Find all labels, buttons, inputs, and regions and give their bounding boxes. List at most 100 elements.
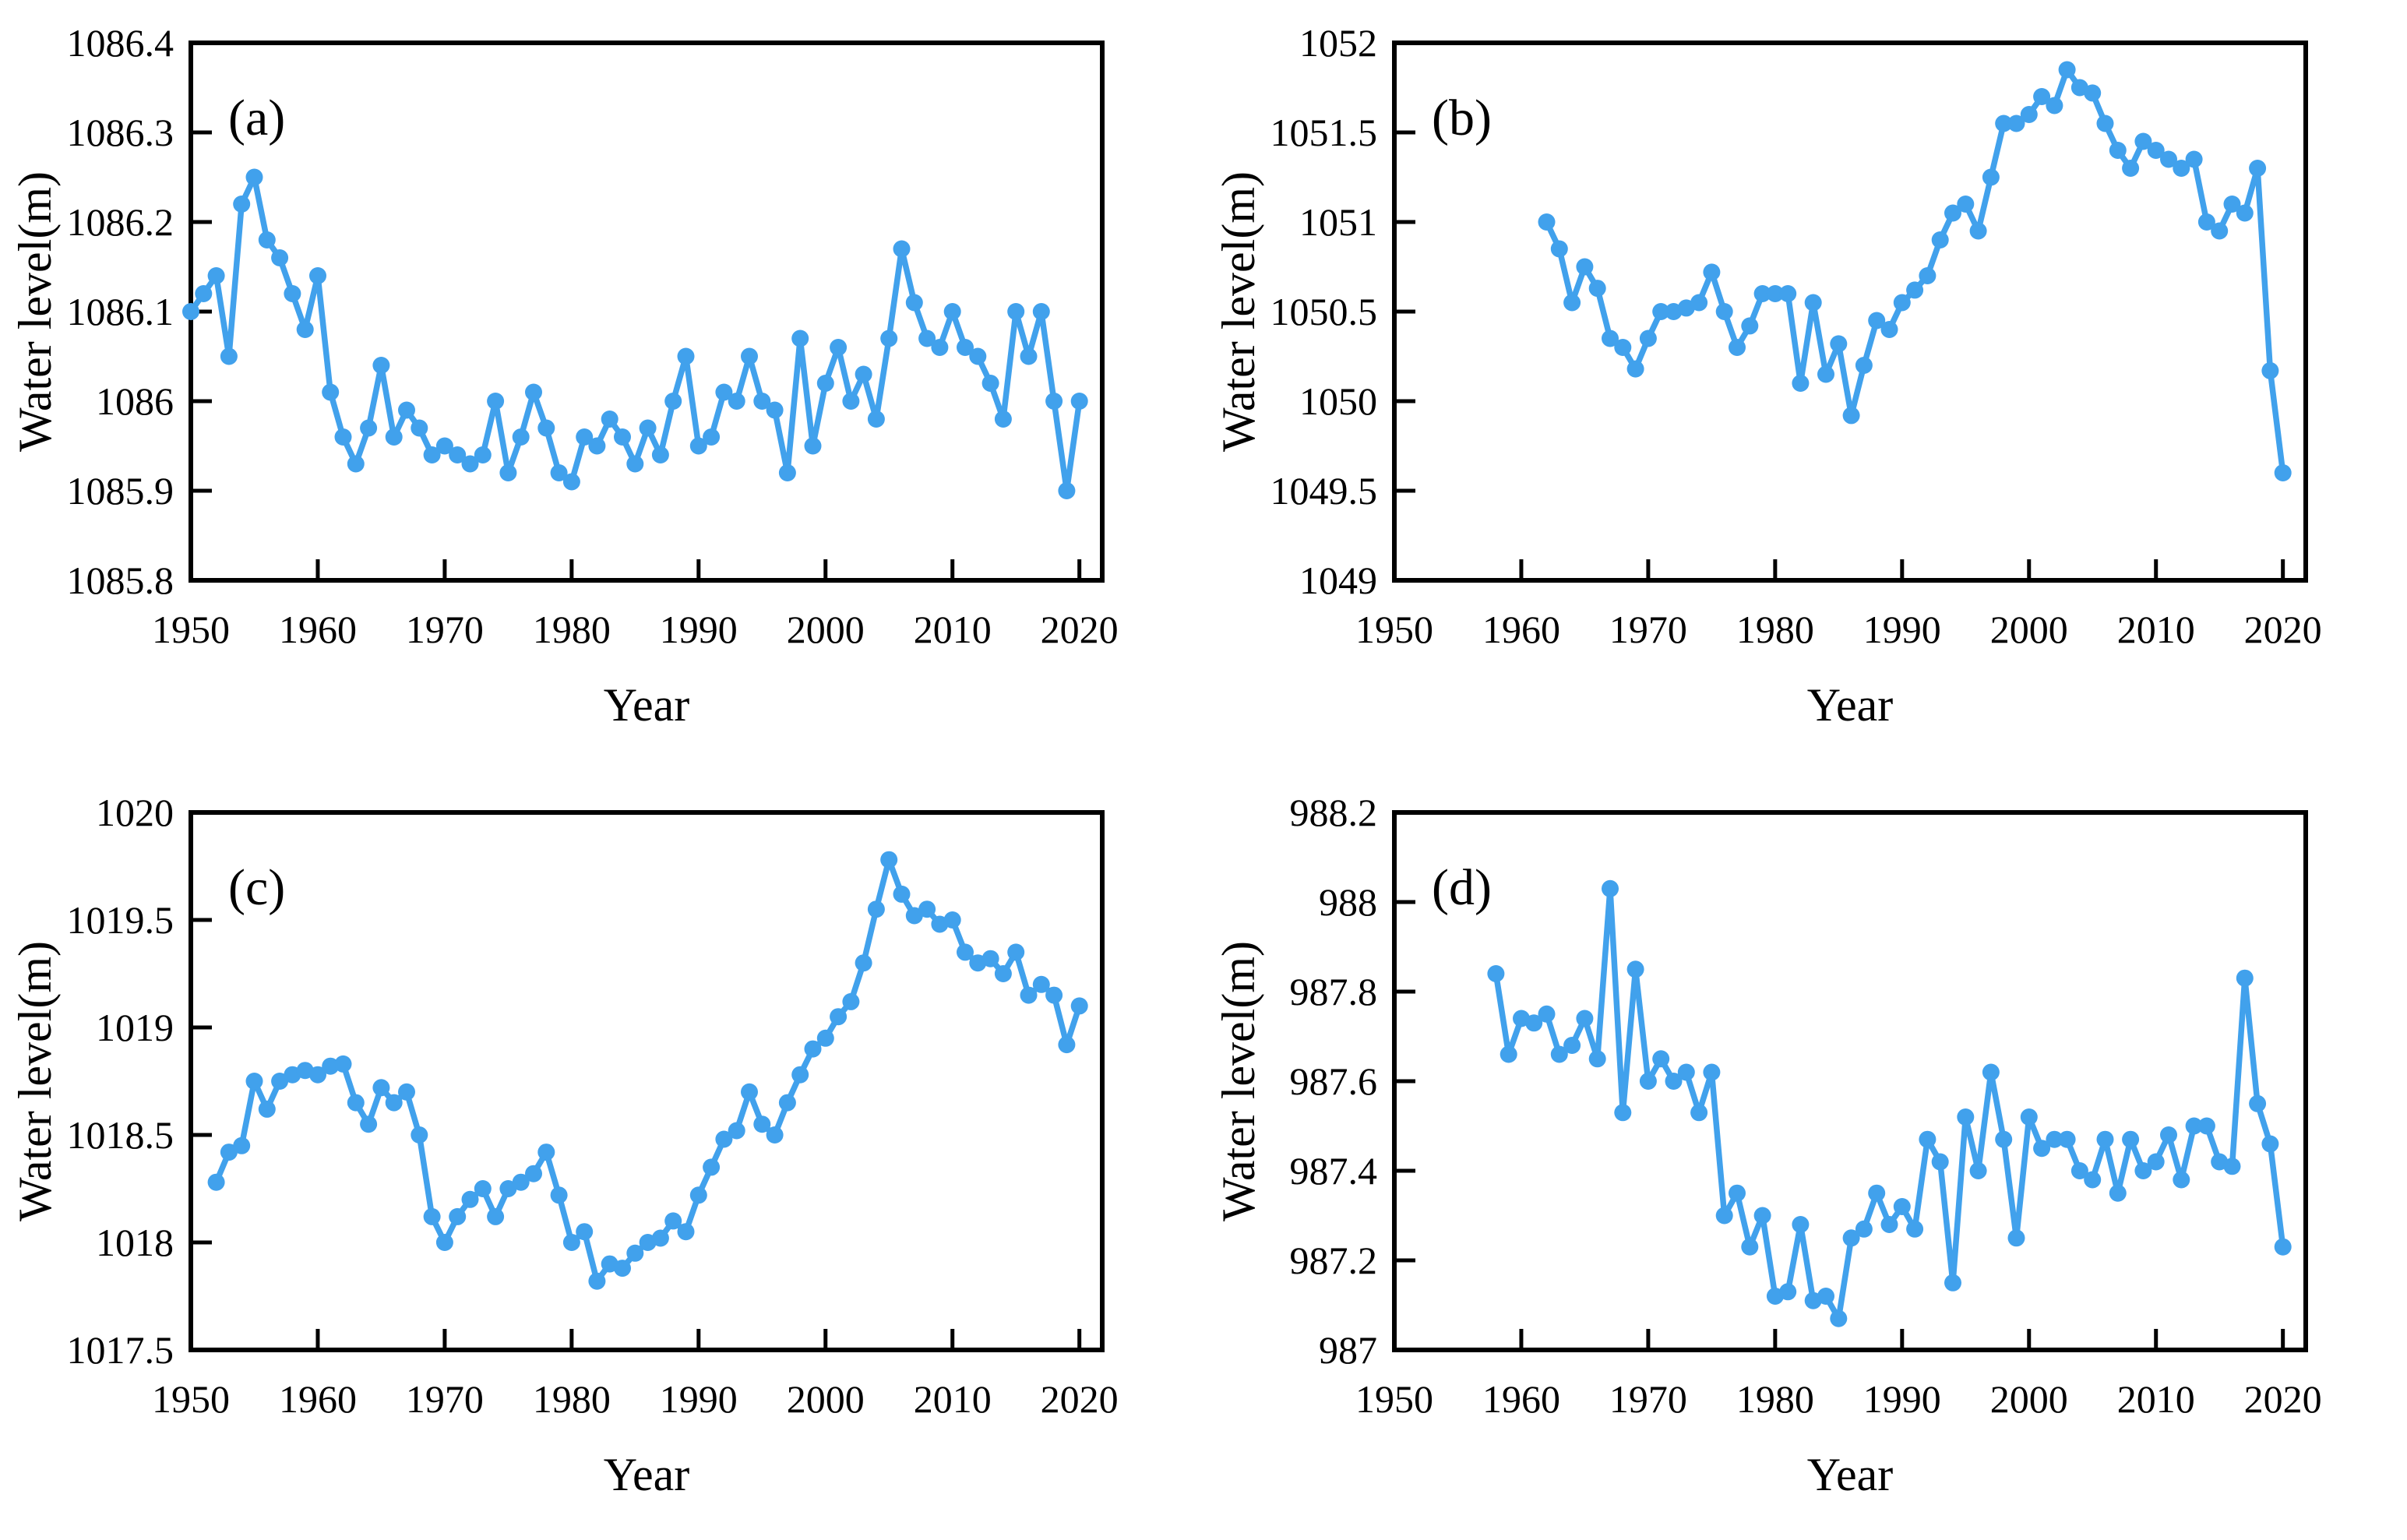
data-point xyxy=(1032,303,1050,320)
data-point xyxy=(893,240,911,258)
data-point xyxy=(1919,267,1937,284)
x-tick-label: 2000 xyxy=(787,608,865,651)
y-tick-label: 987 xyxy=(1319,1328,1377,1372)
data-point xyxy=(626,455,644,473)
panel-tag: (a) xyxy=(228,90,285,146)
data-point xyxy=(1982,168,2000,186)
plot-box xyxy=(189,41,1105,583)
data-point xyxy=(461,1190,479,1208)
data-point xyxy=(741,347,758,365)
data-point xyxy=(398,401,415,419)
data-point xyxy=(816,375,834,392)
data-point xyxy=(1880,1216,1898,1233)
y-tick-label: 1049 xyxy=(1299,559,1377,602)
data-point xyxy=(487,1207,505,1225)
data-point xyxy=(1525,1014,1543,1032)
data-point xyxy=(1880,321,1898,338)
data-point xyxy=(816,1029,834,1047)
data-point xyxy=(1020,986,1038,1004)
data-point xyxy=(245,1073,263,1090)
data-point xyxy=(1070,997,1088,1015)
data-point xyxy=(842,393,860,410)
data-point xyxy=(2147,1153,2165,1171)
y-axis-title: Water level(m) xyxy=(1213,941,1264,1221)
y-tick-label: 987.8 xyxy=(1290,970,1378,1013)
data-point xyxy=(981,950,999,967)
data-point xyxy=(2033,88,2051,105)
data-point xyxy=(182,303,199,320)
data-point xyxy=(322,1057,340,1075)
data-point xyxy=(2147,142,2165,159)
data-point xyxy=(322,383,340,401)
x-tick-label: 1980 xyxy=(1736,608,1814,651)
y-tick-label: 1086 xyxy=(96,379,174,423)
data-point xyxy=(449,446,467,463)
data-point xyxy=(423,446,441,463)
x-tick-label: 1970 xyxy=(406,1377,484,1421)
data-point xyxy=(880,329,898,347)
data-point xyxy=(1690,294,1708,312)
data-point xyxy=(1715,1207,1733,1225)
data-point xyxy=(1944,204,1961,222)
data-point xyxy=(753,393,771,410)
data-point xyxy=(2173,1171,2190,1189)
data-point xyxy=(905,907,923,925)
y-tick-label: 988.2 xyxy=(1290,791,1378,834)
data-point xyxy=(512,428,530,446)
data-point xyxy=(1855,357,1873,374)
y-tick-label: 1018.5 xyxy=(67,1113,174,1157)
chart-b: 1049 1049.5 1050 1050.5 1051 1051.5 1052 1950 19… xyxy=(1213,21,2322,731)
data-point xyxy=(1070,393,1088,410)
data-point xyxy=(1753,1207,1771,1225)
x-axis-title: Year xyxy=(604,679,690,731)
data-point xyxy=(1995,1130,2013,1148)
data-point xyxy=(258,231,276,248)
data-point xyxy=(1906,281,1924,299)
data-point xyxy=(220,1144,238,1161)
data-point xyxy=(1007,303,1025,320)
x-tick-label: 2010 xyxy=(2117,608,2195,651)
y-tick-label: 1051.5 xyxy=(1270,111,1378,154)
x-axis-title: Year xyxy=(604,1449,690,1500)
data-point xyxy=(233,1136,251,1154)
data-point xyxy=(1931,1153,1949,1171)
data-point xyxy=(651,446,669,463)
data-point xyxy=(1957,196,1975,213)
data-point xyxy=(1868,1184,1886,1202)
data-point xyxy=(2046,97,2063,115)
data-point xyxy=(550,1186,568,1204)
data-point xyxy=(284,285,301,302)
data-point xyxy=(1588,1050,1606,1068)
data-point xyxy=(1830,1309,1848,1327)
data-point xyxy=(2160,1126,2177,1144)
data-point xyxy=(1550,1045,1568,1063)
y-tick-label: 1085.8 xyxy=(67,559,174,602)
x-tick-label: 1990 xyxy=(660,1377,738,1421)
data-point xyxy=(2223,1158,2241,1175)
data-point xyxy=(1729,339,1746,356)
data-point xyxy=(689,1186,707,1204)
data-point xyxy=(525,1165,542,1182)
data-point xyxy=(2249,1094,2267,1112)
data-point xyxy=(1058,482,1076,499)
data-point xyxy=(1703,263,1721,281)
data-point xyxy=(309,267,326,284)
data-point xyxy=(487,393,505,410)
data-point xyxy=(1652,1050,1670,1068)
data-point xyxy=(1995,115,2013,132)
data-point xyxy=(1969,1162,1987,1179)
data-point xyxy=(1741,1238,1759,1256)
data-point xyxy=(1792,375,1810,392)
data-point xyxy=(804,437,822,455)
data-point xyxy=(576,428,594,446)
data-point xyxy=(2007,115,2025,132)
x-tick-label: 2010 xyxy=(914,608,992,651)
data-point xyxy=(474,1180,492,1197)
data-point xyxy=(398,1083,415,1101)
data-point xyxy=(842,992,860,1010)
data-point xyxy=(271,249,289,266)
data-point xyxy=(233,196,251,213)
data-point xyxy=(918,329,936,347)
data-point xyxy=(855,954,872,972)
x-tick-label: 1950 xyxy=(1355,1377,1433,1421)
